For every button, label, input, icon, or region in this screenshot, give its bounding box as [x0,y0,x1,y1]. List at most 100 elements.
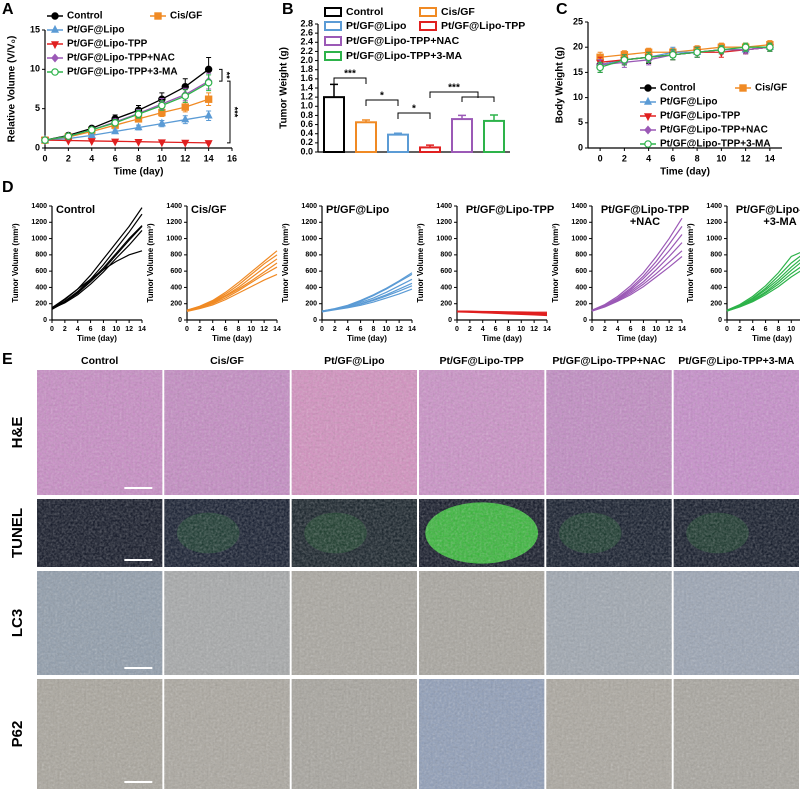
data-point [669,50,677,59]
x-tick-label: 10 [517,326,525,333]
y-tick-label: 1400 [706,203,722,210]
series-line [51,213,143,309]
x-tick-label: 0 [725,326,729,333]
y-tick-label: 0.6 [300,119,313,129]
data-point [51,12,59,20]
legend-label: Pt/GF@Lipo-TPP+NAC [67,53,175,64]
panel-title: Pt/GF@Lipo-TPP [466,204,554,216]
panel-title: Cis/GF [191,204,227,216]
panel-label: E [2,351,13,368]
legend-label: Cis/GF [755,83,787,94]
series-line [51,225,143,310]
data-point [134,110,143,118]
x-tick-label: 4 [89,153,94,163]
data-point [204,140,213,148]
x-tick-label: 14 [543,326,551,333]
panel-title: Pt/GF@Lipo [326,204,390,216]
x-tick-label: 4 [616,326,620,333]
x-tick-label: 0 [590,326,594,333]
y-tick-label: 400 [710,284,722,291]
data-point [644,125,652,135]
x-tick-label: 4 [76,326,80,333]
series-line [51,207,143,309]
series-line [321,288,413,313]
legend-label: Cis/GF [170,11,202,22]
y-tick-label: 1.4 [300,82,313,92]
x-tick-label: 10 [247,326,255,333]
x-tick-label: 2 [333,326,337,333]
data-point [643,113,653,122]
column-header: Pt/GF@Lipo-TPP+NAC [552,355,666,367]
micrograph-texture [419,499,545,567]
significance-label: * [380,91,384,102]
legend-label: Control [660,83,696,94]
x-tick-label: 6 [359,326,363,333]
data-point [643,96,653,105]
data-point [87,126,96,134]
panel-label: B [282,1,294,18]
y-tick-label: 1200 [436,219,452,226]
y-axis-label: Relative Volume (V/V₀) [7,36,18,143]
y-tick-label: 400 [305,284,317,291]
y-tick-label: 400 [440,284,452,291]
series-line [186,266,278,312]
y-tick-label: 0 [35,142,40,152]
series-line [44,139,209,144]
column-header: Pt/GF@Lipo-TPP [440,355,524,367]
data-point [204,95,213,103]
data-point [134,122,143,131]
micrograph-texture [37,499,163,567]
significance-bracket [397,112,431,119]
panel-title: Pt/GF@Lipo-TPP [736,204,800,216]
y-axis-label: Tumor Volume (mm³) [11,223,20,303]
x-tick-label: 4 [751,326,755,333]
legend-label: Pt/GF@Lipo [67,25,125,36]
x-tick-label: 0 [185,326,189,333]
data-point [50,24,60,33]
y-tick-label: 0.8 [300,110,313,120]
bar [323,96,345,154]
y-tick-label: 0 [43,317,47,324]
x-tick-label: 4 [481,326,485,333]
x-tick-label: 6 [113,153,118,163]
row-header: P62 [9,721,26,748]
data-point [111,138,120,147]
x-tick-label: 0 [598,153,603,163]
x-tick-label: 2 [468,326,472,333]
y-tick-label: 2.4 [300,37,313,47]
significance-bracket [333,77,367,84]
legend-label: Control [346,6,383,18]
micrograph-texture [419,571,545,675]
significance-bracket [429,91,479,98]
y-tick-label: 600 [305,268,317,275]
series-line [591,256,683,312]
data-point [181,139,190,148]
y-tick-label: 2.8 [300,18,313,28]
legend-label: Pt/GF@Lipo-TPP+3-MA [346,50,463,62]
x-axis-label: Time (day) [212,334,252,343]
error-bar [426,144,434,148]
y-tick-label: 1400 [571,203,587,210]
x-axis-label: Time (day) [617,334,657,343]
error-bar [490,114,498,121]
y-tick-label: 1000 [31,235,47,242]
data-point [620,55,629,64]
series-line [186,258,278,312]
x-tick-label: 8 [695,153,700,163]
data-point [157,118,166,127]
x-tick-label: 2 [198,326,202,333]
x-tick-label: 6 [224,326,228,333]
legend-label: Pt/GF@Lipo-TPP [67,39,148,50]
micrograph-texture [164,370,290,495]
panel-title: +3-MA [763,216,796,228]
data-point [204,78,213,87]
y-tick-label: 200 [35,301,47,308]
series-line [726,270,800,312]
data-point [741,43,750,52]
y-tick-label: 2.2 [300,46,313,56]
x-tick-label: 10 [787,326,795,333]
series-line [591,242,683,312]
legend-swatch [324,51,342,61]
y-tick-label: 200 [170,301,182,308]
x-tick-label: 2 [63,326,67,333]
